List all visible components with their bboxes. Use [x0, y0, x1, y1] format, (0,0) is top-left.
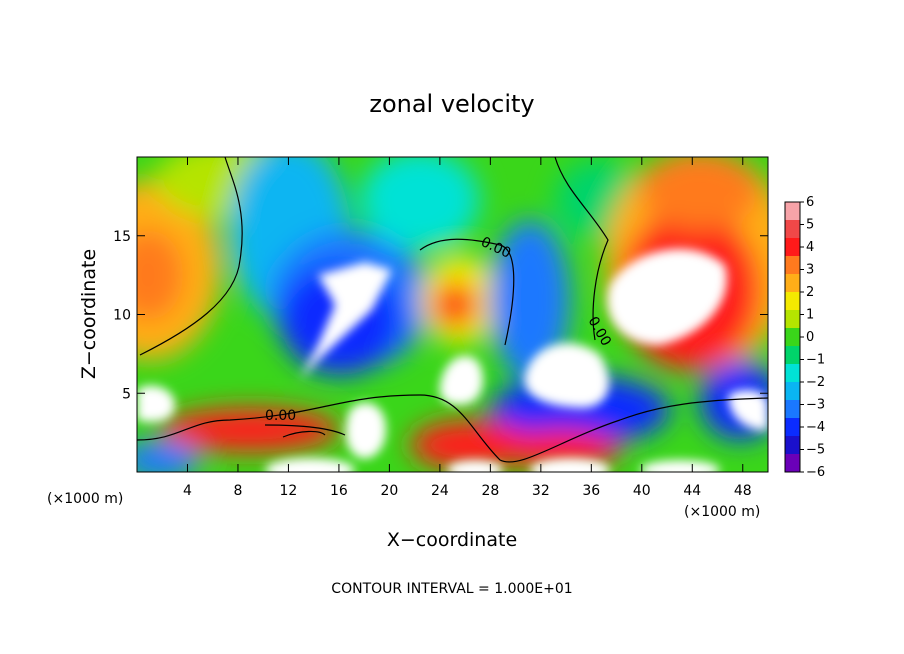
x-tick-label: 24 — [431, 483, 449, 499]
colorbar-swatch — [785, 256, 800, 275]
x-tick-label: 20 — [380, 483, 398, 499]
colorbar-swatch — [785, 346, 800, 365]
x-axis-label: X−coordinate — [387, 529, 517, 551]
colorbar-swatch — [785, 202, 800, 221]
field-blobs — [137, 157, 768, 472]
colorbar-swatch — [785, 292, 800, 311]
colorbar-tick-label: −5 — [806, 443, 825, 458]
y-axis: 5 10 15 — [113, 229, 768, 402]
chart-title: zonal velocity — [369, 90, 534, 118]
colorbar-swatch — [785, 436, 800, 455]
colorbar-tick-label: 4 — [806, 240, 814, 255]
colorbar-swatch — [785, 400, 800, 419]
colorbar-tick-label: −4 — [806, 420, 825, 435]
colorbar-swatch — [785, 220, 800, 239]
x-tick-label: 8 — [233, 483, 242, 499]
colorbar-tick-label: 2 — [806, 285, 814, 300]
x-units-right: (×1000 m) — [684, 504, 760, 520]
y-tick-label: 15 — [113, 229, 131, 245]
plot-area: 0.00 0.00 0.00 — [137, 157, 768, 472]
colorbar-swatch — [785, 382, 800, 401]
contour-label: 0.00 — [265, 408, 296, 424]
colorbar-tick-label: 6 — [806, 195, 814, 210]
colorbar-swatch — [785, 238, 800, 257]
y-tick-label: 10 — [113, 308, 131, 324]
colorbar-swatch — [785, 328, 800, 347]
colorbar-tick-label: 3 — [806, 263, 814, 278]
x-tick-label: 48 — [734, 483, 752, 499]
x-tick-label: 12 — [280, 483, 298, 499]
x-tick-label: 4 — [183, 483, 192, 499]
colorbar-tick-label: −3 — [806, 398, 825, 413]
colorbar-swatch — [785, 364, 800, 383]
colorbar-tick-label: 1 — [806, 308, 814, 323]
colorbar-tick-label: −1 — [806, 353, 825, 368]
colorbar-tick-label: −6 — [806, 465, 825, 480]
x-tick-label: 36 — [582, 483, 600, 499]
colorbar-swatch — [785, 418, 800, 437]
colorbar-tick-label: 5 — [806, 218, 814, 233]
colorbar-swatch — [785, 274, 800, 293]
colorbar-swatch — [785, 454, 800, 473]
x-tick-label: 28 — [481, 483, 499, 499]
x-tick-label: 44 — [683, 483, 701, 499]
contour-lines — [137, 157, 768, 463]
y-axis-label: Z−coordinate — [78, 249, 100, 379]
x-tick-label: 32 — [532, 483, 550, 499]
y-tick-label: 5 — [122, 386, 131, 402]
colorbar-swatch — [785, 310, 800, 329]
x-tick-label: 40 — [633, 483, 651, 499]
colorbar-tick-label: 0 — [806, 330, 814, 345]
saturated-regions — [137, 248, 768, 472]
x-units-left: (×1000 m) — [47, 491, 123, 507]
colorbar: 6 5 4 3 2 1 0 −1 −2 −3 −4 −5 −6 — [784, 195, 825, 480]
contour-interval-note: CONTOUR INTERVAL = 1.000E+01 — [331, 581, 572, 597]
x-tick-label: 16 — [330, 483, 348, 499]
colorbar-tick-label: −2 — [806, 375, 825, 390]
x-axis: 4 8 12 16 20 24 28 32 36 40 44 48 — [183, 157, 752, 499]
